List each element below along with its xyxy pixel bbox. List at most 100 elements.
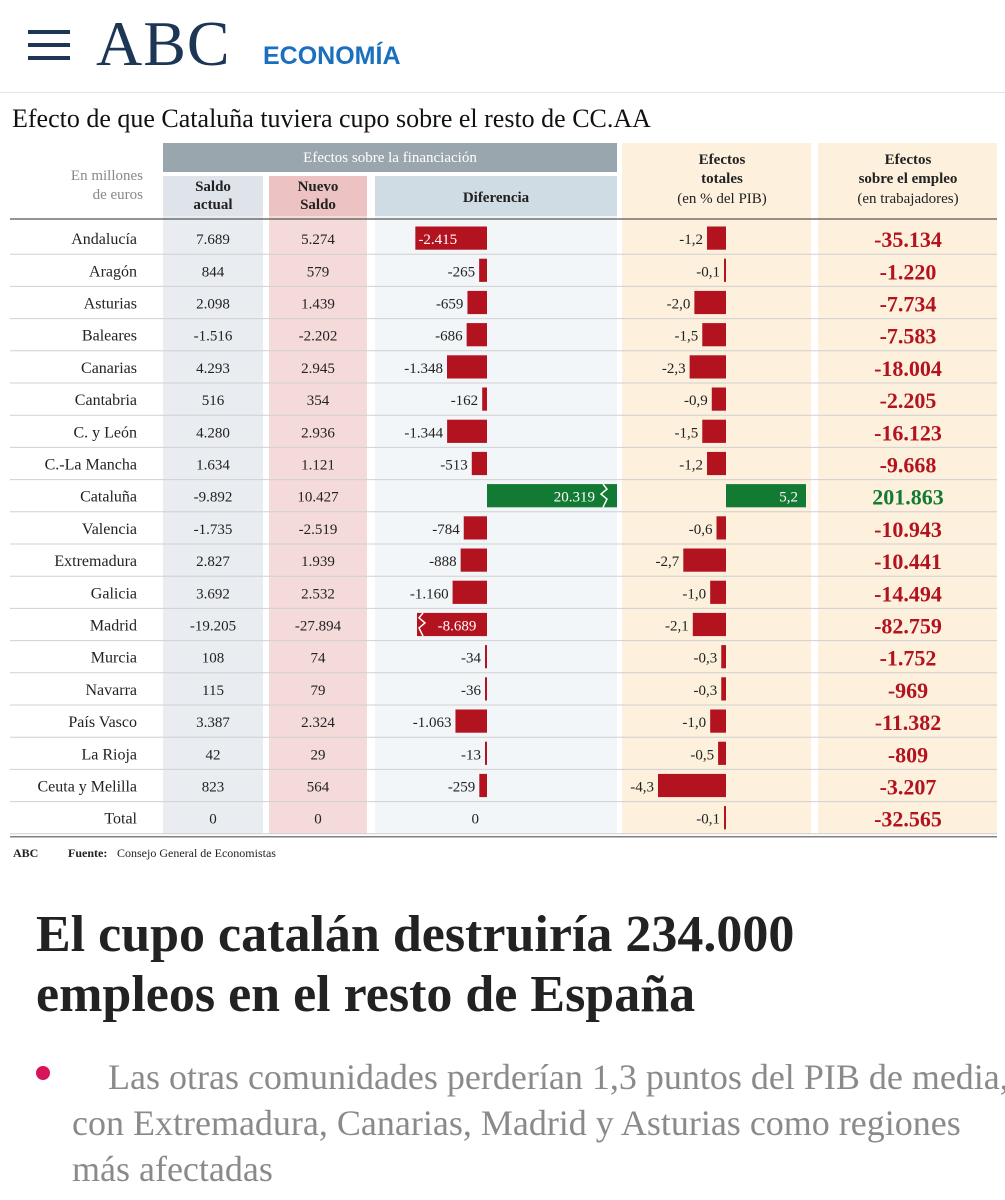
menu-icon[interactable]: [28, 30, 70, 60]
pib-bar: [718, 741, 726, 765]
pib-label: -1,5: [675, 425, 699, 441]
site-header: ABC ECONOMÍA: [0, 0, 1005, 93]
nuevo-header-bg: [269, 176, 367, 216]
row-saldo-value: 844: [202, 264, 225, 280]
empleo-value: -1.752: [880, 646, 937, 671]
row-nuevo-value: -27.894: [295, 619, 342, 635]
pib-header-line2: totales: [701, 171, 743, 187]
row-saldo-value: 42: [206, 747, 221, 763]
row-nuevo-value: 5.274: [301, 232, 335, 248]
pib-header-line1: Efectos: [699, 152, 746, 168]
empleo-value: -16.123: [874, 420, 942, 445]
pib-label: -0,3: [694, 651, 718, 667]
row-nuevo-value: 579: [307, 264, 330, 280]
group-header-bg: [163, 143, 617, 172]
pib-bar: [683, 548, 726, 572]
diferencia-bar: [460, 548, 487, 572]
row-saldo-value: 4.280: [196, 425, 230, 441]
empleo-value: -3.207: [880, 775, 937, 800]
diferencia-label: -36: [461, 683, 481, 699]
row-nuevo-value: 354: [307, 393, 330, 409]
saldo-header-line2: actual: [193, 197, 232, 213]
pib-bar: [721, 677, 726, 701]
empleo-header-line2: sobre el empleo: [859, 171, 958, 187]
pib-label: -2,1: [665, 619, 689, 635]
diferencia-label: 20.319: [554, 490, 595, 506]
pib-label: -0,1: [696, 812, 720, 828]
row-nuevo-value: 0: [314, 812, 322, 828]
diferencia-label: -34: [461, 651, 481, 667]
empleo-value: 201.863: [872, 485, 944, 510]
row-region-label: País Vasco: [68, 714, 137, 731]
diferencia-bar: [417, 612, 487, 637]
pib-bar: [710, 709, 726, 733]
row-saldo-value: 3.692: [196, 586, 230, 602]
pib-bar: [702, 323, 726, 347]
empleo-value: -10.441: [874, 549, 942, 574]
pib-bar: [724, 258, 726, 282]
pib-label: -1,2: [679, 458, 703, 474]
pib-bar: [724, 806, 726, 830]
row-region-label: Madrid: [90, 618, 137, 635]
row-saldo-value: 1.634: [196, 458, 230, 474]
pib-label: -2,7: [656, 554, 680, 570]
row-saldo-value: -1.735: [194, 522, 233, 538]
row-region-label: Murcia: [91, 650, 137, 667]
diferencia-bar: [485, 741, 487, 765]
empleo-value: -11.382: [875, 710, 942, 735]
empleo-header-line3: (en trabajadores): [857, 191, 958, 207]
pib-label: -0,3: [694, 683, 718, 699]
diferencia-label: -265: [448, 264, 476, 280]
source-brand: ABC: [13, 846, 38, 860]
empleo-value: -1.220: [880, 259, 937, 284]
diferencia-label: -259: [448, 780, 476, 796]
bullet-icon: [36, 1066, 50, 1080]
diferencia-label: -162: [451, 393, 479, 409]
article-headline[interactable]: El cupo catalán destruiría 234.000 emple…: [36, 906, 795, 1023]
pib-label: -1,0: [682, 715, 706, 731]
pib-label: -2,3: [662, 361, 686, 377]
row-saldo-value: -9.892: [194, 490, 233, 506]
row-region-label: Navarra: [85, 682, 137, 699]
row-region-label: Andalucía: [71, 231, 137, 248]
diferencia-bar: [479, 773, 487, 798]
row-region-label: Cataluña: [80, 489, 137, 506]
row-saldo-value: 4.293: [196, 361, 230, 377]
pib-bar: [692, 612, 726, 637]
row-region-label: C.-La Mancha: [45, 457, 137, 474]
pib-label: -0,5: [690, 747, 714, 763]
subheadline-text: Las otras comunidades perderían 1,3 punt…: [72, 1057, 1005, 1189]
row-saldo-value: -1.516: [194, 329, 233, 345]
diferencia-bar: [485, 645, 487, 669]
diferencia-label: -2.415: [418, 232, 457, 248]
row-nuevo-value: 564: [307, 780, 330, 796]
site-logo[interactable]: ABC: [96, 8, 231, 79]
unit-label-line1: En millones: [71, 168, 143, 184]
pib-label: -0,6: [689, 522, 713, 538]
diferencia-bar: [447, 419, 487, 443]
diferencia-bar: [485, 677, 487, 701]
source-text: Consejo General de Economistas: [117, 846, 276, 860]
row-saldo-value: 0: [209, 812, 217, 828]
diferencia-bar: [467, 290, 487, 315]
diferencia-label: -888: [429, 554, 457, 570]
pib-label: -1,2: [679, 232, 703, 248]
pib-bar: [658, 773, 726, 798]
diferencia-bar: [479, 258, 487, 282]
row-nuevo-value: -2.202: [299, 329, 338, 345]
infographic-title: Efecto de que Cataluña tuviera cupo sobr…: [12, 104, 651, 133]
empleo-value: -14.494: [874, 581, 942, 606]
bar-break-mark: [417, 612, 427, 637]
saldo-header-line1: Saldo: [195, 179, 231, 195]
row-region-label: La Rioja: [81, 746, 137, 763]
section-link-economia[interactable]: ECONOMÍA: [263, 42, 401, 70]
diferencia-label: -659: [436, 297, 464, 313]
diferencia-label: -513: [440, 458, 468, 474]
pib-bar: [702, 419, 726, 443]
empleo-header-line1: Efectos: [885, 152, 932, 168]
bar-break-mark: [599, 483, 609, 508]
source-label: Fuente:: [68, 846, 107, 860]
row-nuevo-value: 1.121: [301, 458, 335, 474]
pib-bar: [721, 645, 726, 669]
empleo-value: -9.668: [880, 453, 937, 478]
